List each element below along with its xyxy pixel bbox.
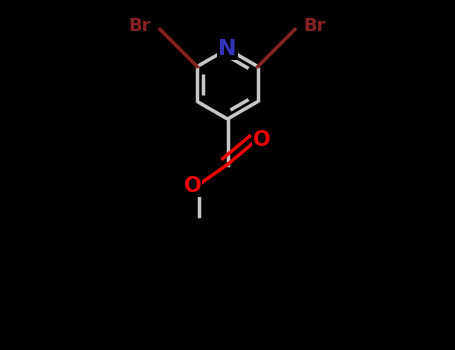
Text: N: N bbox=[218, 39, 237, 59]
Text: Br: Br bbox=[129, 17, 152, 35]
Text: O: O bbox=[253, 130, 271, 150]
Text: O: O bbox=[184, 176, 202, 196]
Text: Br: Br bbox=[303, 17, 326, 35]
